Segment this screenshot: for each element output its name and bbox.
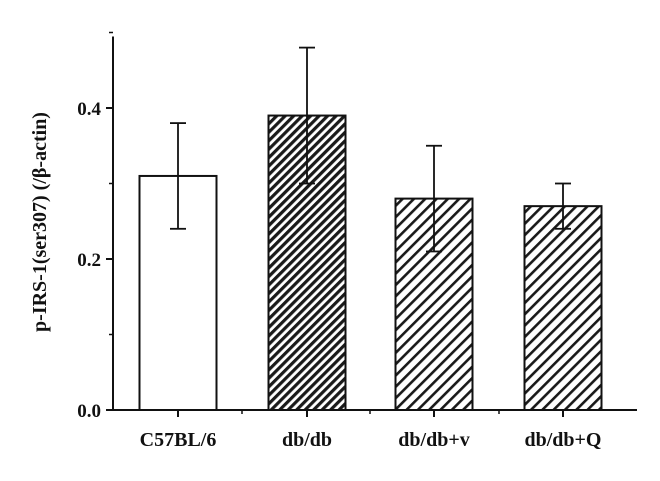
y-axis-title: p-IRS-1(ser307) (/β-actin) (29, 112, 51, 332)
category-labels: C57BL/6 db/db db/db+v db/db+Q (140, 429, 602, 451)
y-tick-label: 0.2 (77, 250, 101, 271)
category-label: db/db (282, 429, 332, 451)
y-tick-label: 0.4 (77, 99, 101, 120)
bars (138, 114, 603, 412)
y-axis: 0.0 0.2 0.4 (77, 31, 114, 422)
bar (523, 205, 603, 411)
category-label: C57BL/6 (140, 429, 217, 451)
category-label: db/db+v (398, 429, 469, 451)
error-bars (170, 46, 571, 253)
y-tick-label: 0.0 (77, 401, 101, 422)
category-label: db/db+Q (524, 429, 601, 451)
x-axis (113, 409, 637, 417)
